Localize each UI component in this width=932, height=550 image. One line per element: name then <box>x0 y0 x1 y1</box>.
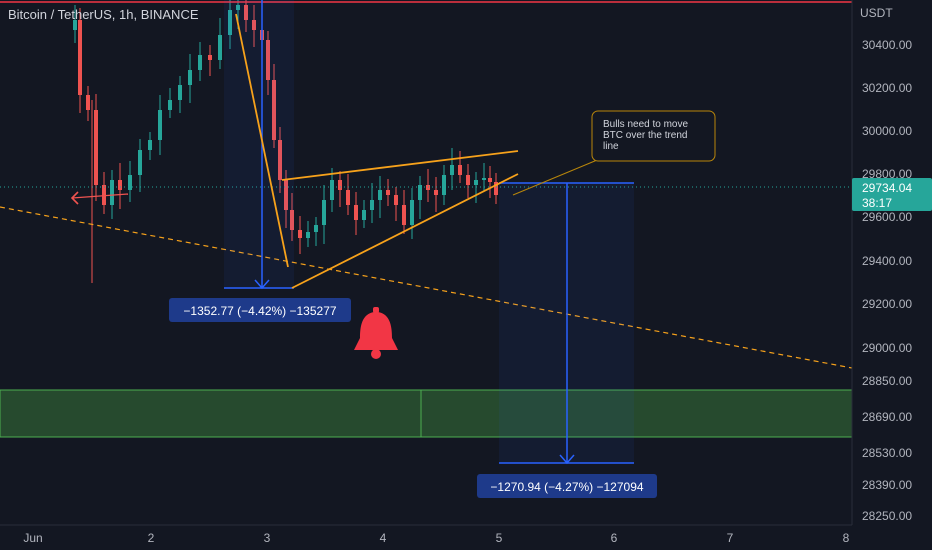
time-tick-label: 3 <box>264 531 271 545</box>
candle-body <box>236 5 240 10</box>
time-tick-label: 8 <box>843 531 850 545</box>
candle-body <box>362 210 366 220</box>
candle-body <box>244 5 248 20</box>
candle-body <box>198 55 202 70</box>
candle-body <box>78 20 82 95</box>
candle-body <box>86 95 90 110</box>
candle-body <box>266 40 270 80</box>
bar-countdown: 38:17 <box>862 196 892 210</box>
candle-body <box>178 85 182 100</box>
candle-body <box>386 190 390 195</box>
candle-body <box>110 180 114 205</box>
current-price-tag <box>852 178 932 211</box>
candle-body <box>138 150 142 175</box>
candle-body <box>418 185 422 200</box>
upper-wedge-line[interactable] <box>281 150 519 181</box>
candle-body <box>378 190 382 200</box>
demand-zone[interactable] <box>0 389 853 438</box>
lower-wedge-line[interactable] <box>291 173 519 289</box>
candle-body <box>474 180 478 185</box>
price-tick-label: 28530.00 <box>862 446 912 460</box>
candle-body <box>494 182 498 195</box>
price-tick-label: 28250.00 <box>862 509 912 523</box>
candle-body <box>148 140 152 150</box>
candle-body <box>228 10 232 35</box>
candle-body <box>118 180 122 190</box>
measure-label-2: −1270.94 (−4.27%) −127094 <box>490 480 643 494</box>
dashed-trend-line[interactable] <box>0 206 853 369</box>
time-tick-label: 2 <box>148 531 155 545</box>
current-price-value: 29734.04 <box>862 181 912 195</box>
candle-body <box>330 180 334 200</box>
candle-body <box>168 100 172 110</box>
price-tick-label: 28690.00 <box>862 410 912 424</box>
price-tick-label: 29400.00 <box>862 254 912 268</box>
time-tick-label: 5 <box>496 531 503 545</box>
candle-body <box>298 230 302 238</box>
price-tick-label: 28850.00 <box>862 374 912 388</box>
candle-body <box>284 180 288 210</box>
candle-body <box>102 185 106 205</box>
drop-trend-line[interactable] <box>235 13 289 268</box>
callout-text: Bulls need to move BTC over the trend line <box>603 119 688 152</box>
candle-body <box>402 205 406 225</box>
price-axis-ticks: 30400.00 30200.00 30000.00 29800.00 29600.00… <box>862 38 912 523</box>
time-axis-ticks: Jun 2 3 4 5 6 7 8 <box>23 531 849 545</box>
price-tick-label: 30000.00 <box>862 124 912 138</box>
candle-body <box>394 195 398 205</box>
time-tick-label: Jun <box>23 531 42 545</box>
price-axis-unit: USDT <box>860 6 893 20</box>
price-tick-label: 29000.00 <box>862 341 912 355</box>
measure-label-1: −1352.77 (−4.42%) −135277 <box>183 304 336 318</box>
candle-body <box>272 80 276 140</box>
candle-body <box>466 175 470 185</box>
time-tick-label: 6 <box>611 531 618 545</box>
candle-body <box>450 165 454 175</box>
candle-body <box>410 200 414 225</box>
symbol-title[interactable]: Bitcoin / TetherUS, 1h, BINANCE <box>8 7 199 22</box>
measure-label-2-bg <box>477 474 657 498</box>
candle-body <box>158 110 162 140</box>
price-tick-label: 28390.00 <box>862 478 912 492</box>
callout-connector <box>512 157 603 196</box>
candle-body <box>306 232 310 238</box>
left-arrow-shaft <box>71 193 129 199</box>
price-tick-label: 29600.00 <box>862 210 912 224</box>
candle-body <box>442 175 446 195</box>
candle-body <box>128 175 132 190</box>
candle-body <box>252 20 256 30</box>
price-tick-label: 29200.00 <box>862 297 912 311</box>
candle-body <box>434 190 438 195</box>
candle-body <box>482 178 486 180</box>
candle-body <box>488 178 492 182</box>
price-tick-label: 30400.00 <box>862 38 912 52</box>
measure-label-1-bg <box>169 298 351 322</box>
candles-series <box>73 0 498 283</box>
time-tick-label: 4 <box>380 531 387 545</box>
candle-body <box>278 140 282 180</box>
candle-body <box>188 70 192 85</box>
alert-bell-icon[interactable] <box>354 307 398 359</box>
candle-body <box>458 165 462 175</box>
candle-body <box>322 200 326 225</box>
candle-body <box>208 55 212 60</box>
price-tick-label: 29800.00 <box>862 167 912 181</box>
candle-body <box>338 180 342 190</box>
candle-body <box>73 20 77 30</box>
candle-body <box>94 110 98 185</box>
price-tick-label: 30200.00 <box>862 81 912 95</box>
candle-body <box>290 210 294 230</box>
callout-box[interactable] <box>591 110 716 162</box>
time-tick-label: 7 <box>727 531 734 545</box>
candle-body <box>354 205 358 220</box>
price-axis[interactable] <box>852 0 932 550</box>
candle-body <box>218 35 222 60</box>
candle-body <box>314 225 318 232</box>
candle-body <box>346 190 350 205</box>
candle-body <box>370 200 374 210</box>
